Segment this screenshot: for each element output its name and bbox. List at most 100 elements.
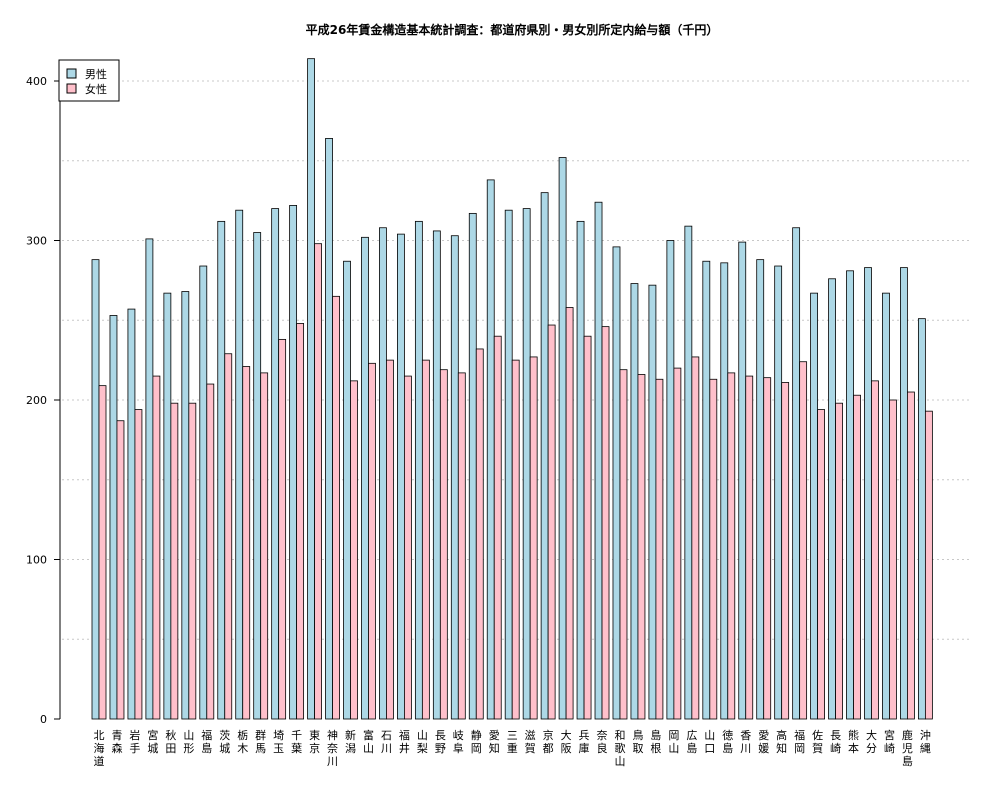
bar-female bbox=[188, 402, 197, 720]
bar-female bbox=[583, 335, 592, 720]
x-category-label: 福岡 bbox=[794, 728, 805, 755]
bar-female bbox=[242, 366, 251, 720]
x-category-label: 静岡 bbox=[471, 728, 482, 755]
bar-female bbox=[781, 382, 790, 720]
bar-male bbox=[540, 192, 549, 720]
y-tick-label: 0 bbox=[40, 713, 47, 726]
bar-female bbox=[709, 378, 718, 720]
x-category-label: 長野 bbox=[435, 729, 446, 755]
bar-female bbox=[511, 359, 520, 720]
bar-male bbox=[882, 292, 890, 720]
bar-female bbox=[314, 243, 322, 720]
x-category-label: 大分 bbox=[866, 728, 877, 755]
legend-label-male: 男性 bbox=[85, 67, 107, 81]
x-category-label: 石川 bbox=[381, 729, 392, 755]
chart-title: 平成26年賃金構造基本統計調査：都道府県別・男女別所定内給与額（千円） bbox=[306, 22, 719, 37]
bar-male bbox=[738, 241, 747, 720]
x-category-label: 奈良 bbox=[597, 728, 608, 755]
bar-male bbox=[468, 212, 477, 720]
x-category-label: 佐賀 bbox=[812, 728, 823, 755]
bar-male bbox=[253, 232, 262, 720]
bar-female bbox=[475, 348, 484, 720]
bar-male bbox=[199, 265, 208, 720]
x-category-label: 京都 bbox=[543, 728, 554, 755]
legend: 男性 女性 bbox=[58, 59, 120, 102]
bar-male bbox=[648, 284, 657, 720]
bar-female bbox=[853, 394, 861, 720]
bar-male bbox=[756, 259, 765, 720]
bar-male bbox=[414, 220, 423, 720]
x-category-label: 島根 bbox=[650, 728, 661, 755]
bar-female bbox=[350, 380, 358, 720]
bar-male bbox=[307, 58, 315, 720]
bar-male bbox=[900, 267, 908, 720]
bar-male bbox=[828, 278, 836, 720]
x-category-label: 香川 bbox=[740, 729, 751, 755]
bar-male bbox=[522, 208, 531, 720]
x-category-label: 高知 bbox=[776, 728, 787, 755]
x-category-label: 富山 bbox=[363, 728, 374, 755]
bar-male bbox=[594, 201, 603, 720]
bar-male bbox=[846, 270, 854, 720]
y-tick-label: 200 bbox=[26, 394, 47, 407]
bar-male bbox=[432, 230, 441, 720]
x-category-label: 三重 bbox=[507, 729, 518, 755]
bar-male bbox=[271, 208, 280, 720]
bar-male bbox=[612, 246, 621, 720]
bar-male bbox=[504, 209, 513, 720]
bar-female bbox=[170, 402, 179, 720]
bar-female bbox=[745, 375, 754, 720]
legend-box bbox=[58, 59, 120, 102]
bar-male bbox=[630, 283, 639, 720]
bars bbox=[91, 58, 933, 720]
bar-male bbox=[702, 260, 711, 720]
y-axis: 0 100 200 300 400 bbox=[26, 75, 61, 726]
x-category-label: 岡山 bbox=[668, 729, 679, 755]
bar-male bbox=[774, 265, 783, 720]
bar-female bbox=[152, 375, 161, 720]
x-category-label: 福島 bbox=[201, 728, 212, 755]
bar-male bbox=[163, 292, 172, 720]
bar-female bbox=[404, 375, 412, 720]
bar-female bbox=[260, 372, 269, 720]
bar-male bbox=[145, 238, 154, 720]
bar-female bbox=[547, 324, 556, 720]
bar-male bbox=[343, 260, 351, 720]
bar-male bbox=[127, 308, 136, 720]
bar-female bbox=[637, 374, 646, 720]
bar-female bbox=[529, 356, 538, 720]
y-tick-label: 100 bbox=[26, 554, 47, 567]
x-category-label: 埼玉 bbox=[273, 728, 284, 755]
x-category-label: 神奈川 bbox=[327, 728, 338, 768]
x-category-label: 千葉 bbox=[291, 729, 302, 755]
bar-female bbox=[817, 409, 825, 720]
legend-label-female: 女性 bbox=[85, 82, 107, 96]
bar-male bbox=[325, 138, 333, 720]
bar-female bbox=[889, 399, 897, 720]
bar-male bbox=[792, 227, 801, 720]
bar-male bbox=[558, 157, 567, 720]
bar-female bbox=[763, 377, 772, 720]
x-category-label: 和歌山 bbox=[614, 729, 625, 768]
bar-female bbox=[421, 359, 430, 720]
x-category-label: 秋田 bbox=[165, 728, 176, 755]
bar-male bbox=[289, 205, 298, 720]
y-tick-label: 300 bbox=[26, 235, 47, 248]
bar-female bbox=[924, 410, 933, 720]
bar-male bbox=[450, 235, 459, 720]
bar-female bbox=[457, 372, 466, 720]
bar-female bbox=[206, 383, 215, 720]
x-category-label: 山形 bbox=[183, 729, 194, 755]
bar-female bbox=[332, 295, 340, 720]
bar-female bbox=[727, 372, 736, 720]
bar-female bbox=[368, 362, 376, 720]
y-tick-label: 400 bbox=[26, 75, 47, 88]
x-category-label: 青森 bbox=[111, 729, 122, 755]
legend-swatch-female bbox=[66, 83, 77, 94]
legend-swatch-male bbox=[66, 68, 77, 79]
x-category-label: 徳島 bbox=[722, 729, 733, 755]
bar-female bbox=[619, 369, 628, 720]
bar-female bbox=[439, 369, 448, 720]
bar-male bbox=[666, 240, 675, 720]
